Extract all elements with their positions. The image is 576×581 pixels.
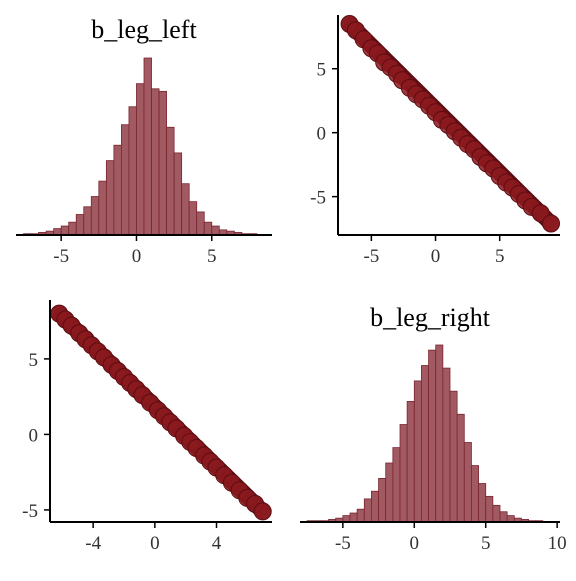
histogram-bar [60,225,70,236]
histogram-bar [75,214,85,236]
histogram-bar [166,126,175,236]
histogram-bar [188,201,198,236]
histogram-bar [105,160,115,236]
histogram-bar [173,152,183,236]
panel-b-leg-left-histogram: -5 0 5 b_leg_left [16,15,272,267]
x-tick-label: 5 [481,533,491,554]
histogram-bar [378,477,387,523]
x-tick-label: 5 [495,246,505,267]
panel-title: b_leg_right [370,303,491,332]
histogram-bar [121,124,130,236]
histogram-bar [356,508,365,523]
x-tick-label: -5 [335,533,351,554]
histogram-bar [196,211,205,236]
histogram-bar [492,504,501,523]
y-tick-label: 0 [317,124,327,145]
histogram-bar [113,144,122,236]
histogram-bar [421,365,429,523]
histogram-bar [499,511,508,523]
histogram-bar [363,498,372,523]
histogram-bar [136,83,145,236]
x-tick-label: -5 [53,246,69,267]
histogram-bar [143,57,152,236]
x-tick-label: -5 [363,246,379,267]
x-tick-label: 4 [212,533,222,554]
histogram-bar [413,380,422,523]
histogram-bar [90,196,100,236]
histogram-bar [203,221,213,236]
histogram-bar [98,180,107,236]
panel-title: b_leg_left [91,15,197,44]
y-tick-label: -5 [310,188,326,209]
histogram-bar [349,512,358,523]
histogram-bar [456,413,465,523]
y-tick-label: 0 [29,425,39,446]
histogram-bar [442,367,451,523]
histogram-bar [151,88,160,236]
panel-b-leg-right-histogram: -5 0 5 10 b_leg_right [300,303,567,554]
histogram-bar [478,483,487,523]
panel-scatter-bottom-left: -4 0 4 -5 0 5 [22,300,272,554]
histogram-bar [435,344,444,523]
x-tick-label: 5 [207,246,217,267]
histogram-bar [385,462,394,523]
histogram-bar [406,401,415,523]
scatter-point [253,502,272,521]
histogram-bar [428,349,437,523]
histogram-bar [392,447,401,523]
histogram-bar [211,225,220,236]
histogram-bar [83,206,92,236]
panel-scatter-top-right: -5 0 5 -5 0 5 [310,14,561,267]
histogram-bar [371,490,379,523]
y-tick-label: -5 [22,501,38,522]
x-tick-label: 0 [410,533,420,554]
y-tick-label: 5 [317,60,327,81]
histogram-bar [449,390,458,523]
x-tick-label: 10 [548,533,567,554]
x-tick-label: 0 [132,246,142,267]
histogram-bar [471,465,479,523]
x-tick-label: 0 [150,533,160,554]
x-tick-label: -4 [85,533,101,554]
histogram-bar [463,442,472,523]
histogram-bar [485,495,494,523]
histogram-bar [158,90,167,236]
scatter-point [542,214,561,233]
histogram-bar [399,424,408,523]
y-tick-label: 5 [29,350,39,371]
histogram-bar [68,221,77,236]
histogram-bar [128,106,137,236]
x-tick-label: 0 [431,246,441,267]
histogram-bar [181,183,190,236]
